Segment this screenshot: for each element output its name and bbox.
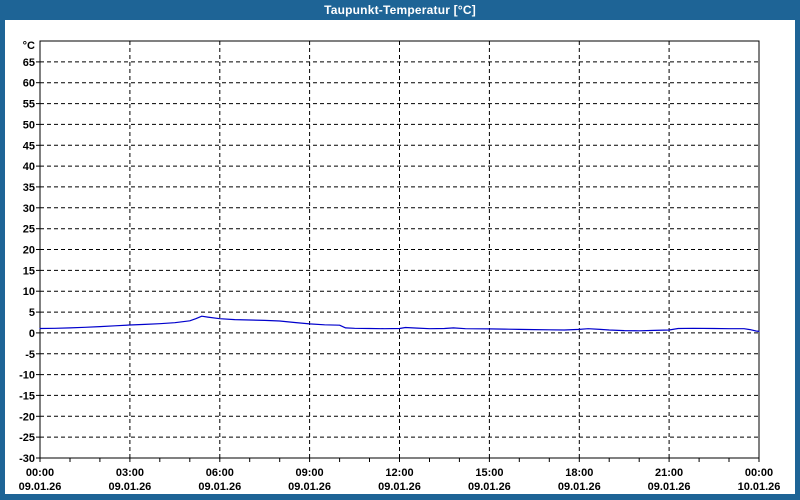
y-tick-label: 25: [23, 224, 35, 236]
x-tick-date-label: 09.01.26: [648, 481, 691, 493]
window-title: Taupunkt-Temperatur [°C]: [324, 3, 476, 17]
x-tick-date-label: 09.01.26: [108, 481, 151, 493]
window-titlebar[interactable]: Taupunkt-Temperatur [°C]: [0, 0, 800, 20]
x-tick-date-label: 09.01.26: [468, 481, 511, 493]
y-tick-label: 55: [23, 99, 35, 111]
y-axis-unit-label: °C: [23, 40, 35, 52]
y-tick-label: -15: [19, 390, 35, 402]
y-tick-label: -5: [25, 349, 35, 361]
x-tick-date-label: 09.01.26: [378, 481, 421, 493]
x-tick-time-label: 09:00: [296, 467, 324, 479]
x-tick-time-label: 12:00: [385, 467, 413, 479]
x-tick-date-label: 09.01.26: [288, 481, 331, 493]
y-tick-label: -20: [19, 411, 35, 423]
y-tick-label: 5: [29, 307, 35, 319]
x-tick-time-label: 03:00: [116, 467, 144, 479]
x-tick-date-label: 10.01.26: [738, 481, 781, 493]
y-tick-label: 45: [23, 140, 35, 152]
x-tick-date-label: 09.01.26: [19, 481, 62, 493]
y-tick-label: -25: [19, 432, 35, 444]
y-tick-label: 10: [23, 286, 35, 298]
y-tick-label: 50: [23, 119, 35, 131]
y-tick-label: 60: [23, 78, 35, 90]
temperature-line: [39, 315, 760, 332]
y-tick-label: 0: [29, 328, 35, 340]
x-tick-time-label: 15:00: [475, 467, 503, 479]
x-tick-time-label: 21:00: [655, 467, 683, 479]
y-tick-label: 35: [23, 182, 35, 194]
x-tick-date-label: 09.01.26: [198, 481, 241, 493]
x-tick-time-label: 06:00: [206, 467, 234, 479]
y-tick-label: 40: [23, 161, 35, 173]
x-tick-time-label: 00:00: [745, 467, 773, 479]
y-tick-label: 15: [23, 265, 35, 277]
x-tick-time-label: 18:00: [565, 467, 593, 479]
y-tick-label: -30: [19, 453, 35, 465]
x-tick-time-label: 00:00: [26, 467, 54, 479]
x-tick-date-label: 09.01.26: [558, 481, 601, 493]
y-tick-label: 65: [23, 57, 35, 69]
y-tick-label: 30: [23, 203, 35, 215]
y-tick-label: 20: [23, 245, 35, 257]
y-tick-label: -10: [19, 370, 35, 382]
